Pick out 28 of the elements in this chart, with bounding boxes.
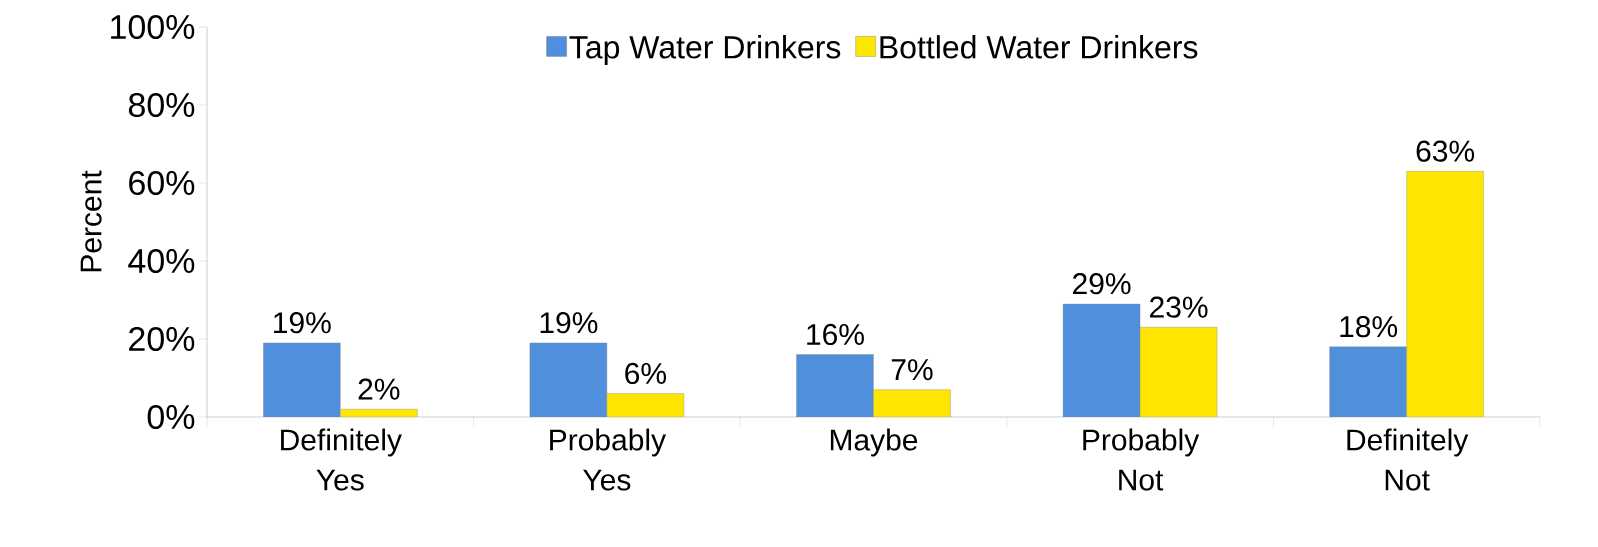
data-label: 6%: [625, 362, 666, 385]
x-tick-label: Definitely Yes: [281, 428, 402, 491]
data-label: 23%: [1150, 296, 1208, 318]
y-axis-title: Percent: [80, 170, 102, 272]
data-label: 19%: [274, 312, 331, 334]
data-label: 16%: [807, 323, 864, 346]
y-tick-label: 80%: [128, 92, 195, 118]
y-tick-label: 20%: [129, 326, 195, 352]
data-label: 2%: [358, 378, 400, 400]
legend-label: Tap Water Drinkers: [569, 35, 841, 65]
y-tick-label: 100%: [111, 14, 195, 40]
data-label: 18%: [1340, 316, 1398, 338]
bar: [606, 393, 685, 417]
x-tick-label: Probably Not: [1083, 428, 1200, 491]
data-label: 7%: [891, 359, 933, 381]
bar: [1406, 171, 1484, 417]
bar: [1139, 327, 1218, 417]
y-tick-label: 60%: [129, 170, 195, 196]
data-label: 29%: [1073, 273, 1131, 295]
x-tick-label: Probably Yes: [550, 428, 667, 491]
data-label: 19%: [540, 312, 598, 334]
x-tick-label: Maybe: [830, 428, 918, 457]
x-tick-label: Definitely Not: [1347, 428, 1469, 491]
y-tick-label: 40%: [128, 248, 195, 274]
y-tick-label: 0%: [147, 404, 195, 430]
legend-label: Bottled Water Drinkers: [880, 35, 1198, 59]
bar: [873, 389, 951, 417]
data-label: 63%: [1416, 140, 1475, 162]
